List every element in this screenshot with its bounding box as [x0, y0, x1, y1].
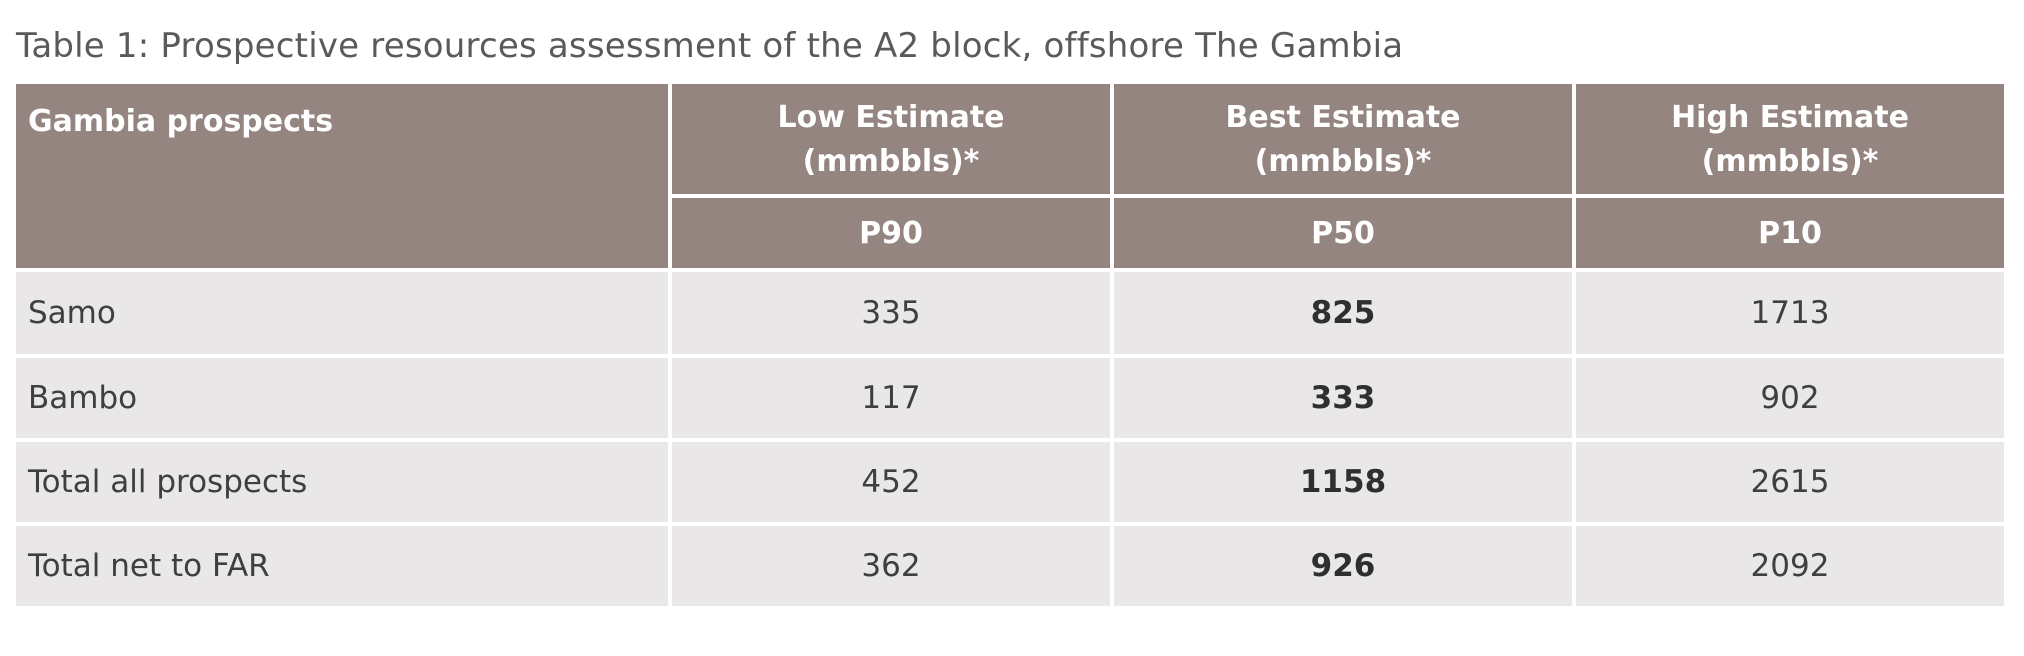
cell-best-estimate: 1158: [1112, 440, 1576, 526]
cell-prospect-name: Total net to FAR: [16, 524, 672, 610]
cell-low-estimate: 452: [670, 440, 1114, 526]
header-high-estimate: High Estimate (mmbbls)*: [1574, 84, 2004, 198]
cell-best-estimate: 333: [1112, 356, 1576, 442]
cell-prospect-name: Total all prospects: [16, 440, 672, 526]
cell-high-estimate: 2615: [1574, 440, 2004, 526]
table-header: Gambia prospects Low Estimate (mmbbls)* …: [16, 84, 2004, 272]
table-row-total-net-to-far: Total net to FAR 362 926 2092: [16, 524, 2004, 610]
table-caption: Table 1: Prospective resources assessmen…: [16, 26, 1404, 66]
header-best-estimate-title: Best Estimate: [1225, 100, 1461, 135]
table-row-total-all-prospects: Total all prospects 452 1158 2615: [16, 440, 2004, 526]
cell-high-estimate: 902: [1574, 356, 2004, 442]
table-row-samo: Samo 335 825 1713: [16, 270, 2004, 358]
header-low-estimate-unit: (mmbbls)*: [802, 144, 980, 179]
cell-best-estimate: 825: [1112, 270, 1576, 358]
header-row-probability: P90 P50 P10: [16, 196, 2004, 272]
cell-low-estimate: 117: [670, 356, 1114, 442]
prospective-resources-table: Gambia prospects Low Estimate (mmbbls)* …: [16, 84, 2004, 610]
header-high-estimate-title: High Estimate: [1671, 100, 1909, 135]
header-high-estimate-unit: (mmbbls)*: [1701, 144, 1879, 179]
header-best-estimate: Best Estimate (mmbbls)*: [1112, 84, 1576, 198]
cell-high-estimate: 1713: [1574, 270, 2004, 358]
cell-prospect-name: Samo: [16, 270, 672, 358]
table-row-bambo: Bambo 117 333 902: [16, 356, 2004, 442]
header-p10: P10: [1574, 196, 2004, 272]
header-gambia-prospects: Gambia prospects: [16, 84, 672, 272]
header-p90: P90: [670, 196, 1114, 272]
header-low-estimate-title: Low Estimate: [777, 100, 1005, 135]
cell-low-estimate: 335: [670, 270, 1114, 358]
header-best-estimate-unit: (mmbbls)*: [1254, 144, 1432, 179]
cell-low-estimate: 362: [670, 524, 1114, 610]
header-p50: P50: [1112, 196, 1576, 272]
header-low-estimate: Low Estimate (mmbbls)*: [670, 84, 1114, 198]
cell-best-estimate: 926: [1112, 524, 1576, 610]
cell-prospect-name: Bambo: [16, 356, 672, 442]
cell-high-estimate: 2092: [1574, 524, 2004, 610]
header-row-estimates: Gambia prospects Low Estimate (mmbbls)* …: [16, 84, 2004, 272]
table-body: Samo 335 825 1713 Bambo 117 333 902 Tota…: [16, 270, 2004, 610]
